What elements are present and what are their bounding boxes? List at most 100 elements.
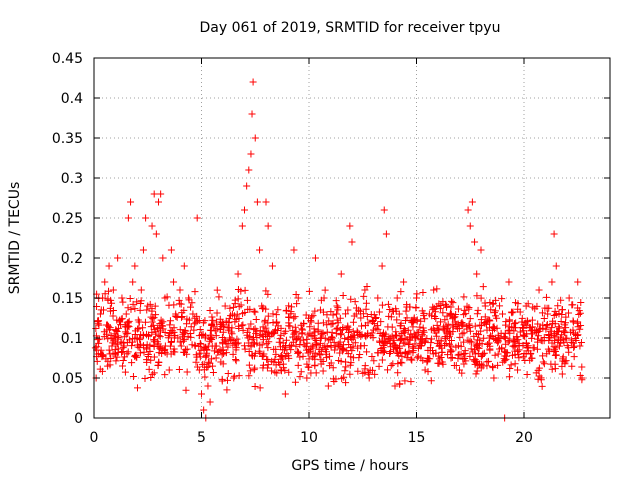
data-point: [354, 367, 362, 375]
data-point: [428, 312, 436, 320]
data-point: [506, 326, 514, 334]
y-tick-label: 0.1: [61, 331, 83, 347]
data-point: [458, 369, 466, 377]
data-point: [310, 352, 318, 360]
data-point: [152, 311, 160, 319]
data-point: [466, 324, 474, 332]
data-point: [204, 382, 212, 390]
data-point: [369, 334, 377, 342]
data-point: [167, 338, 175, 346]
data-point: [467, 345, 475, 353]
data-point: [514, 300, 522, 308]
data-point: [287, 346, 295, 354]
data-point: [171, 331, 179, 339]
data-point: [501, 347, 509, 355]
data-point: [520, 350, 528, 358]
data-point: [482, 320, 490, 328]
data-point: [397, 288, 405, 296]
data-point: [233, 335, 241, 343]
data-point: [369, 366, 377, 374]
data-point: [199, 330, 207, 338]
data-point: [570, 342, 578, 350]
data-point: [283, 350, 291, 358]
data-point: [224, 370, 232, 378]
data-point: [107, 331, 115, 339]
data-point: [537, 336, 545, 344]
data-point: [121, 353, 129, 361]
data-point: [473, 367, 481, 375]
data-point: [166, 342, 174, 350]
data-point: [285, 368, 293, 376]
data-point: [342, 363, 350, 371]
data-point: [519, 353, 527, 361]
plot-frame: [93, 57, 611, 419]
data-point: [516, 328, 524, 336]
data-point: [109, 350, 117, 358]
data-point: [112, 327, 120, 335]
data-point: [314, 319, 322, 327]
data-point: [501, 333, 509, 341]
data-point: [346, 222, 354, 230]
data-point: [407, 378, 415, 386]
data-point: [181, 346, 189, 354]
data-point: [141, 318, 149, 326]
data-point: [246, 367, 254, 375]
data-point: [562, 313, 570, 321]
data-point: [452, 343, 460, 351]
data-point: [272, 319, 280, 327]
data-point: [183, 315, 191, 323]
data-point: [206, 335, 214, 343]
data-point: [294, 361, 302, 369]
data-point: [139, 332, 147, 340]
data-point: [486, 332, 494, 340]
data-point: [447, 342, 455, 350]
data-point: [364, 368, 372, 376]
data-point: [447, 310, 455, 318]
data-point: [259, 305, 267, 313]
data-point: [290, 314, 298, 322]
data-point: [508, 309, 516, 317]
data-point: [405, 341, 413, 349]
data-point: [396, 380, 404, 388]
data-point: [120, 333, 128, 341]
data-point: [316, 351, 324, 359]
data-point: [495, 345, 503, 353]
data-point: [119, 356, 127, 364]
data-point: [209, 362, 217, 370]
data-point: [280, 364, 288, 372]
data-point: [299, 336, 307, 344]
data-point: [454, 351, 462, 359]
data-point: [551, 346, 559, 354]
data-point: [157, 190, 165, 198]
data-point: [143, 341, 151, 349]
data-point: [207, 355, 215, 363]
data-point: [95, 317, 103, 325]
data-point: [197, 346, 205, 354]
data-point: [322, 350, 330, 358]
data-point: [195, 349, 203, 357]
data-point: [380, 206, 388, 214]
data-point: [524, 300, 532, 308]
data-point: [523, 370, 531, 378]
data-point: [410, 330, 418, 338]
data-point: [408, 356, 416, 364]
data-point: [212, 332, 220, 340]
data-point: [568, 362, 576, 370]
data-point: [551, 351, 559, 359]
data-point: [105, 322, 113, 330]
data-point: [376, 330, 384, 338]
data-point: [356, 351, 364, 359]
data-point: [150, 369, 158, 377]
data-point: [247, 320, 255, 328]
data-point: [403, 354, 411, 362]
y-tick-label: 0.45: [52, 51, 83, 67]
y-tick-label: 0.05: [52, 371, 83, 387]
data-point: [542, 293, 550, 301]
data-point: [285, 302, 293, 310]
data-point: [232, 355, 240, 363]
data-point: [157, 316, 165, 324]
data-point: [136, 349, 144, 357]
data-point: [156, 344, 164, 352]
data-point: [344, 306, 352, 314]
data-point: [543, 350, 551, 358]
